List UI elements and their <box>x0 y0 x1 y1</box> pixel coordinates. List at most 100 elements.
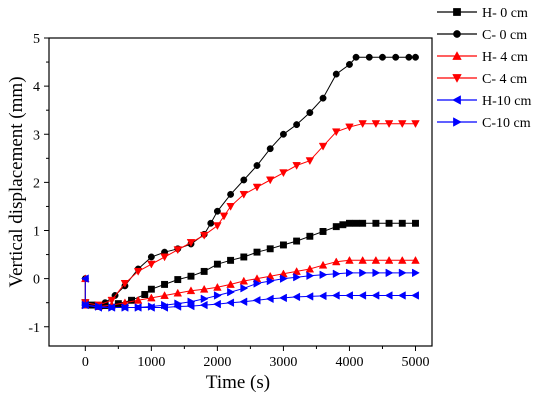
legend-item: C-10 cm <box>437 116 531 131</box>
data-point <box>279 241 287 249</box>
data-point <box>186 286 196 295</box>
data-point <box>239 190 249 199</box>
series-line <box>85 123 416 306</box>
data-point <box>352 219 360 227</box>
data-point <box>332 269 341 279</box>
data-point <box>147 293 156 302</box>
data-point <box>95 302 103 311</box>
data-point <box>239 297 248 306</box>
legend-item: C- 0 cm <box>437 28 527 43</box>
data-point <box>371 255 381 264</box>
data-point <box>319 94 327 102</box>
data-point <box>292 292 301 302</box>
legend-item: C- 4 cm <box>437 72 527 87</box>
data-point <box>266 245 274 253</box>
data-point <box>398 255 407 264</box>
data-point <box>398 268 407 278</box>
data-point <box>226 202 235 211</box>
data-point <box>199 284 209 293</box>
legend-label: H- 4 cm <box>482 50 528 65</box>
data-point <box>80 274 89 283</box>
data-point <box>319 228 327 235</box>
data-point <box>213 291 222 300</box>
data-point <box>134 303 143 312</box>
data-point <box>107 296 116 305</box>
data-point <box>227 190 235 198</box>
data-point <box>200 267 208 275</box>
data-point <box>121 303 130 312</box>
data-point <box>405 53 413 61</box>
y-tick-label: -1 <box>28 321 40 336</box>
data-point <box>365 53 373 61</box>
legend-marker <box>452 74 462 83</box>
data-point <box>265 294 274 304</box>
data-point <box>384 255 394 264</box>
data-point <box>199 300 208 310</box>
data-point <box>339 221 347 229</box>
data-point <box>147 302 156 311</box>
data-point <box>128 296 135 304</box>
series-c-0cm <box>81 53 419 309</box>
data-point <box>331 291 340 300</box>
data-point <box>372 219 380 227</box>
data-point <box>133 267 143 276</box>
data-point <box>160 291 169 299</box>
data-point <box>213 222 222 231</box>
data-point <box>174 276 182 284</box>
x-tick-label: 4000 <box>335 355 363 370</box>
data-point <box>161 300 169 310</box>
legend-label: C-10 cm <box>482 116 531 131</box>
data-point <box>173 288 183 297</box>
legend-label: C- 4 cm <box>482 72 527 87</box>
data-point <box>266 145 274 153</box>
data-point <box>187 297 196 306</box>
data-point <box>161 280 169 288</box>
y-tick-label: 4 <box>33 80 40 95</box>
data-point <box>352 53 360 61</box>
series-c-10cm <box>81 268 420 312</box>
data-point <box>379 53 386 61</box>
data-point <box>332 70 340 78</box>
data-point <box>345 123 354 132</box>
data-point <box>200 294 209 304</box>
data-point <box>147 285 155 293</box>
data-point <box>207 219 215 227</box>
data-point <box>186 239 196 247</box>
data-point <box>81 300 90 310</box>
data-point <box>199 231 209 240</box>
data-point <box>345 255 354 264</box>
data-point <box>398 120 407 129</box>
data-point <box>384 120 394 129</box>
data-point <box>147 253 155 261</box>
data-point <box>252 183 262 192</box>
data-point <box>147 260 156 269</box>
y-tick-label: 3 <box>33 128 40 143</box>
data-point <box>279 274 288 283</box>
data-point <box>293 237 301 245</box>
data-point <box>227 287 235 297</box>
data-point <box>318 260 328 269</box>
data-point <box>319 270 328 280</box>
data-point <box>318 142 328 151</box>
data-point <box>292 267 301 275</box>
data-point <box>331 257 341 266</box>
plot-frame <box>48 37 433 347</box>
data-point <box>412 219 419 227</box>
legend-label: C- 0 cm <box>482 28 527 43</box>
data-point <box>253 279 262 288</box>
data-point <box>174 299 183 308</box>
y-axis-ticks: -1 0 1 2 3 4 5 <box>28 32 49 336</box>
data-point <box>392 53 400 61</box>
y-tick-label: 5 <box>33 32 40 47</box>
legend-item: H- 4 cm <box>437 50 528 65</box>
legend-item: H-10 cm <box>437 94 531 109</box>
x-axis-label: Time (s) <box>206 372 270 393</box>
data-point <box>385 268 394 278</box>
data-point <box>187 272 195 280</box>
legend-marker <box>453 8 461 16</box>
data-point <box>411 120 420 129</box>
data-point <box>265 176 275 185</box>
data-point <box>318 291 327 301</box>
data-point <box>346 268 354 278</box>
data-point <box>120 279 130 288</box>
